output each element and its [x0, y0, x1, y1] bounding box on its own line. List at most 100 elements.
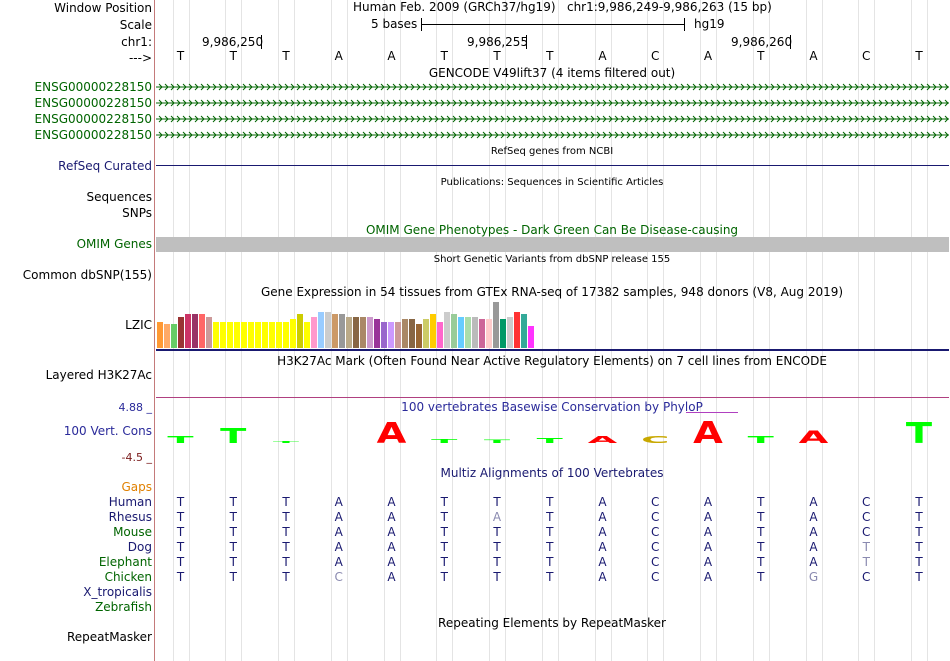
gtex-tissue-bar[interactable]	[416, 324, 422, 348]
gtex-tissue-bar[interactable]	[444, 312, 450, 348]
gtex-tissue-bar[interactable]	[458, 316, 464, 348]
gtex-tissue-bar[interactable]	[486, 319, 492, 348]
gtex-tissue-bar[interactable]	[248, 321, 254, 348]
gtex-tissue-bar[interactable]	[304, 321, 310, 348]
strand-chevron	[302, 99, 307, 107]
label-gene-track-1[interactable]: ENSG00000228150	[34, 80, 152, 94]
gtex-tissue-bar[interactable]	[374, 319, 380, 348]
label-dbsnp[interactable]: Common dbSNP(155)	[22, 268, 152, 282]
gtex-tissue-bar[interactable]	[409, 319, 415, 348]
label-omim[interactable]: OMIM Genes	[76, 237, 152, 251]
multiz-title[interactable]: Multiz Alignments of 100 Vertebrates	[440, 466, 664, 480]
gtex-tissue-bar[interactable]	[395, 321, 401, 348]
gtex-expression-bars[interactable]	[157, 300, 537, 348]
label-snps[interactable]: SNPs	[122, 206, 152, 220]
gtex-tissue-bar[interactable]	[339, 314, 345, 348]
gtex-tissue-bar[interactable]	[311, 316, 317, 348]
gencode-gene-lines[interactable]	[156, 80, 949, 142]
label-h3k27ac[interactable]: Layered H3K27Ac	[45, 368, 152, 382]
gtex-tissue-bar[interactable]	[318, 312, 324, 348]
gtex-tissue-bar[interactable]	[437, 321, 443, 348]
label-refseq[interactable]: RefSeq Curated	[58, 159, 152, 173]
label-gene-track-2[interactable]: ENSG00000228150	[34, 96, 152, 110]
omim-gene-bar[interactable]	[156, 237, 949, 252]
label-sequences[interactable]: Sequences	[86, 190, 152, 204]
gtex-tissue-bar[interactable]	[521, 314, 527, 348]
label-species-mouse[interactable]: Mouse	[113, 525, 152, 539]
gtex-tissue-bar[interactable]	[178, 316, 184, 348]
label-species-human[interactable]: Human	[108, 495, 152, 509]
omim-title[interactable]: OMIM Gene Phenotypes - Dark Green Can Be…	[365, 223, 739, 237]
gtex-tissue-bar[interactable]	[171, 324, 177, 348]
publications-title[interactable]: Publications: Sequences in Scientific Ar…	[440, 177, 664, 188]
gtex-tissue-bar[interactable]	[528, 326, 534, 348]
label-gene-track-3[interactable]: ENSG00000228150	[34, 112, 152, 126]
gtex-tissue-bar[interactable]	[206, 316, 212, 348]
gtex-tissue-bar[interactable]	[220, 321, 226, 348]
label-repeatmasker[interactable]: RepeatMasker	[66, 630, 152, 644]
gtex-tissue-bar[interactable]	[157, 321, 163, 348]
gtex-tissue-bar[interactable]	[430, 314, 436, 348]
refseq-gene-line[interactable]	[156, 165, 949, 166]
label-species-elephant[interactable]: Elephant	[98, 555, 152, 569]
gtex-tissue-bar[interactable]	[451, 314, 457, 348]
gtex-tissue-bar[interactable]	[479, 319, 485, 348]
label-species-chicken[interactable]: Chicken	[104, 570, 152, 584]
gtex-tissue-bar[interactable]	[192, 314, 198, 348]
gtex-tissue-bar[interactable]	[241, 321, 247, 348]
gtex-tissue-bar[interactable]	[507, 316, 513, 348]
gtex-tissue-bar[interactable]	[290, 319, 296, 348]
strand-chevron	[548, 99, 553, 107]
gtex-tissue-bar[interactable]	[353, 316, 359, 348]
label-species-dog[interactable]: Dog	[127, 540, 152, 554]
gtex-tissue-bar[interactable]	[199, 314, 205, 348]
gtex-tissue-bar[interactable]	[227, 321, 233, 348]
gtex-tissue-bar[interactable]	[283, 321, 289, 348]
label-species-zebrafish[interactable]: Zebrafish	[95, 600, 152, 614]
label-gaps[interactable]: Gaps	[121, 480, 152, 494]
label-species-rhesus[interactable]: Rhesus	[108, 510, 152, 524]
gtex-tissue-bar[interactable]	[269, 321, 275, 348]
h3k27ac-title[interactable]: H3K27Ac Mark (Often Found Near Active Re…	[277, 354, 827, 368]
gtex-tissue-bar[interactable]	[388, 321, 394, 348]
gtex-tissue-bar[interactable]	[234, 321, 240, 348]
gtex-tissue-bar[interactable]	[297, 314, 303, 348]
gtex-tissue-bar[interactable]	[360, 316, 366, 348]
gtex-tissue-bar[interactable]	[164, 324, 170, 348]
label-cons[interactable]: 100 Vert. Cons	[63, 424, 152, 438]
strand-chevron	[410, 83, 415, 91]
gtex-tissue-bar[interactable]	[332, 314, 338, 348]
gtex-tissue-bar[interactable]	[185, 314, 191, 348]
gtex-tissue-bar[interactable]	[262, 321, 268, 348]
gtex-tissue-bar[interactable]	[346, 316, 352, 348]
reference-base: T	[229, 49, 237, 63]
refseq-title[interactable]: RefSeq genes from NCBI	[490, 146, 614, 157]
label-gene-track-4[interactable]: ENSG00000228150	[34, 128, 152, 142]
gtex-tissue-bar[interactable]	[402, 319, 408, 348]
gtex-tissue-bar[interactable]	[493, 302, 499, 348]
gtex-tissue-bar[interactable]	[325, 312, 331, 348]
gtex-tissue-bar[interactable]	[465, 316, 471, 348]
gtex-tissue-bar[interactable]	[423, 319, 429, 348]
strand-chevron	[584, 83, 589, 91]
gtex-tissue-bar[interactable]	[367, 316, 373, 348]
strand-chevron	[776, 83, 781, 91]
gtex-tissue-bar[interactable]	[276, 321, 282, 348]
dbsnp-title[interactable]: Short Genetic Variants from dbSNP releas…	[433, 254, 671, 265]
gtex-tissue-bar[interactable]	[514, 312, 520, 348]
gtex-tissue-bar[interactable]	[500, 319, 506, 348]
phylop-title[interactable]: 100 vertebrates Basewise Conservation by…	[401, 400, 703, 414]
label-lzic[interactable]: LZIC	[125, 318, 152, 332]
strand-chevron	[554, 99, 559, 107]
repeatmasker-title[interactable]: Repeating Elements by RepeatMasker	[438, 616, 666, 630]
gtex-tissue-bar[interactable]	[255, 321, 261, 348]
label-species-xtropicalis[interactable]: X_tropicalis	[83, 585, 152, 599]
gtex-title[interactable]: Gene Expression in 54 tissues from GTEx …	[260, 285, 844, 299]
gtex-tissue-bar[interactable]	[213, 321, 219, 348]
alignment-base: T	[757, 555, 765, 569]
gtex-tissue-bar[interactable]	[381, 321, 387, 348]
gtex-tissue-bar[interactable]	[472, 316, 478, 348]
gencode-title[interactable]: GENCODE V49lift37 (4 items filtered out)	[428, 66, 676, 80]
h3k27ac-signal-line[interactable]	[156, 397, 949, 398]
